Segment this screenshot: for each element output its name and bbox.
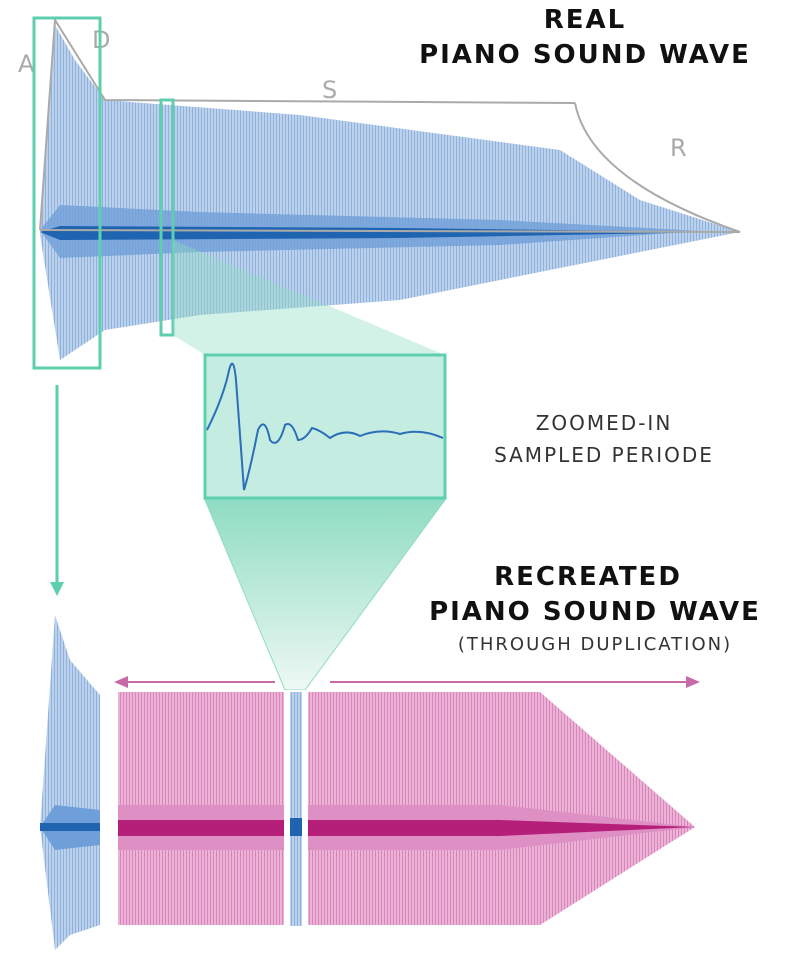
envelope-line xyxy=(39,102,741,233)
envelope-label: A xyxy=(18,50,35,78)
title: PIANO SOUND WAVE xyxy=(429,597,761,627)
zoom-cone xyxy=(204,499,446,691)
arrow-head xyxy=(50,582,64,596)
subtitle: (THROUGH DUPLICATION) xyxy=(458,634,732,655)
zoom-caption: ZOOMED-IN xyxy=(536,411,673,435)
zoom-cone xyxy=(173,240,445,355)
real-wave xyxy=(40,25,740,360)
envelope-label: R xyxy=(670,134,687,162)
envelope-label: S xyxy=(322,76,337,104)
title: PIANO SOUND WAVE xyxy=(419,40,751,70)
arrow-head xyxy=(114,676,128,688)
envelope-line xyxy=(39,16,576,231)
title: REAL xyxy=(544,5,626,35)
title: RECREATED xyxy=(494,562,682,592)
attack-wave xyxy=(40,615,100,950)
zoom-caption: SAMPLED PERIODE xyxy=(494,443,714,467)
zoom-wave xyxy=(206,362,444,491)
attack-box xyxy=(32,16,102,370)
arrow-head xyxy=(686,676,700,688)
sample-box xyxy=(159,98,175,337)
zoom-box xyxy=(203,353,447,500)
recreated-wave xyxy=(118,690,695,928)
